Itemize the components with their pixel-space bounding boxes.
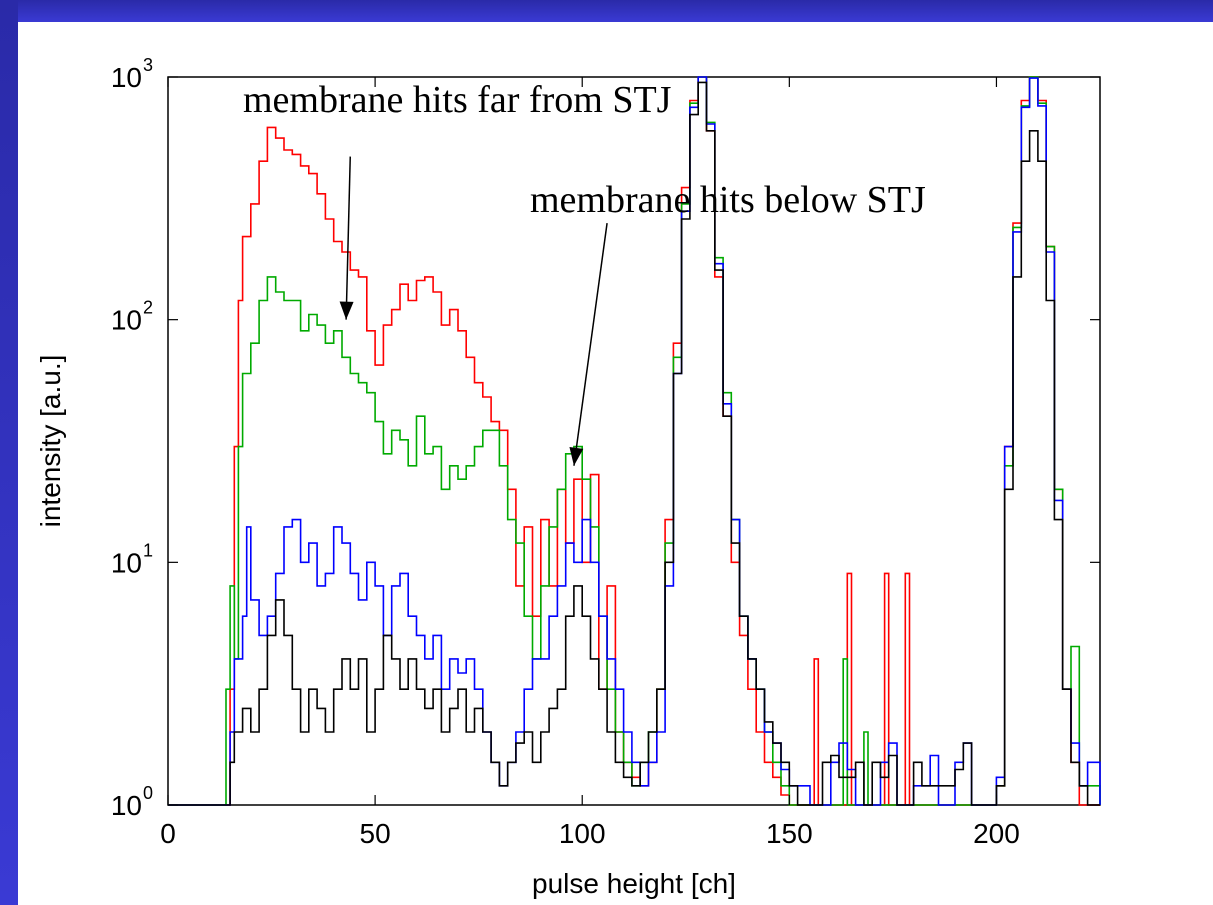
y-tick-label: 10 [111, 547, 142, 578]
y-axis-title: intensity [a.u.] [35, 355, 66, 528]
slide-left-band [0, 0, 18, 905]
x-tick-label: 0 [160, 818, 176, 849]
x-tick-label: 50 [360, 818, 391, 849]
y-tick-label: 10 [111, 790, 142, 821]
x-tick-label: 150 [766, 818, 813, 849]
series-line-3 [168, 81, 1100, 806]
x-axis-title: pulse height [ch] [532, 868, 736, 899]
y-tick-exponent: 0 [143, 783, 153, 803]
x-tick-label: 100 [559, 818, 606, 849]
series-line-0 [168, 76, 1100, 806]
annotation-layer: membrane hits far from STJ membrane hits… [243, 79, 926, 466]
y-tick-exponent: 1 [143, 540, 153, 560]
plot-area [167, 76, 1101, 806]
y-tick-label: 10 [111, 305, 142, 336]
series-line-2 [168, 76, 1101, 806]
y-tick-exponent: 3 [143, 55, 153, 75]
x-tick-label: 200 [973, 818, 1020, 849]
y-tick-exponent: 2 [143, 298, 153, 318]
y-tick-label: 10 [111, 62, 142, 93]
annotation-arrowhead [339, 301, 354, 320]
annotation-arrowhead [569, 446, 584, 466]
annotation-arrow-line [573, 222, 608, 466]
annotation-far-from-stj: membrane hits far from STJ [243, 79, 671, 121]
annotation-below-stj: membrane hits below STJ [530, 179, 926, 221]
annotation-arrow-line [345, 156, 352, 320]
slide-top-band [0, 0, 1213, 22]
x-axis: 0 50 100 150 200 [160, 77, 1020, 849]
